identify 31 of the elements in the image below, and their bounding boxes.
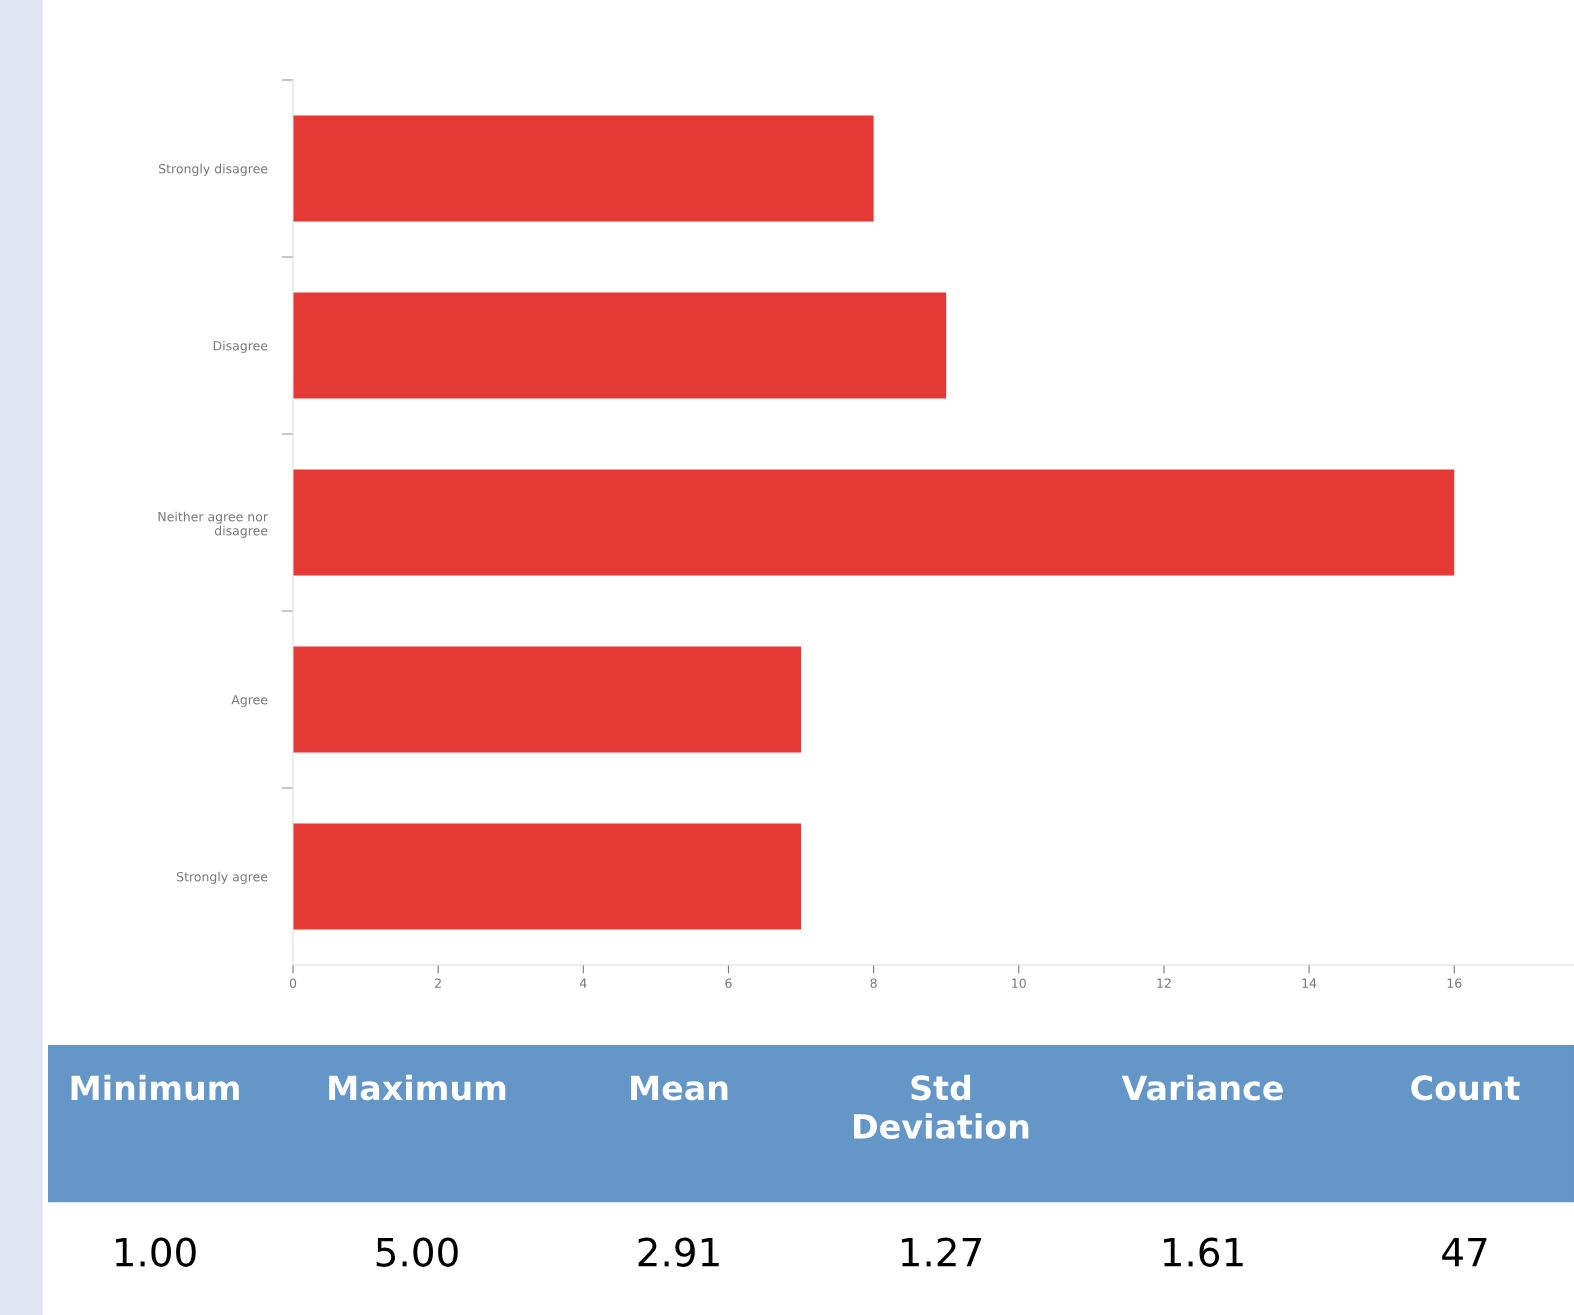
category-label: Mean [631, 1075, 728, 1101]
data-label: 2.91 [638, 1237, 719, 1267]
bar [293, 469, 1455, 576]
category-label: Variance [1121, 1074, 1283, 1101]
y-tick-label: Strongly agree [176, 871, 268, 884]
data-label: 1.61 [1163, 1237, 1243, 1267]
bar [293, 646, 802, 753]
data-label: 5.00 [376, 1237, 458, 1267]
category-label: Minimum [71, 1074, 239, 1101]
bar [293, 115, 874, 222]
data-label: 47 [1442, 1237, 1487, 1267]
x-tick-label: 0 [289, 978, 297, 988]
y-tick-label: Agree [231, 695, 268, 707]
x-tick-label: 12 [1157, 978, 1171, 988]
y-tick-label: Strongly disagree [159, 163, 268, 176]
y-tick-label: Disagree [213, 340, 268, 353]
x-tick-label: 6 [725, 978, 732, 988]
x-tick-label: 10 [1012, 978, 1026, 988]
data-label: 1.27 [901, 1237, 981, 1267]
x-tick-label: 8 [870, 978, 877, 988]
x-tick-label: 16 [1447, 978, 1462, 988]
bar [293, 823, 802, 930]
bar [293, 292, 947, 399]
x-tick-label: 14 [1302, 978, 1317, 988]
category-label: Std Deviation [854, 1074, 1029, 1140]
x-tick-label: 2 [435, 978, 441, 988]
x-tick-label: 4 [579, 978, 587, 988]
data-label: 1.00 [115, 1237, 196, 1267]
y-tick-label: Neither agree nor disagree [158, 511, 268, 538]
category-label: Maximum [329, 1074, 506, 1101]
category-label: Count [1411, 1075, 1520, 1101]
